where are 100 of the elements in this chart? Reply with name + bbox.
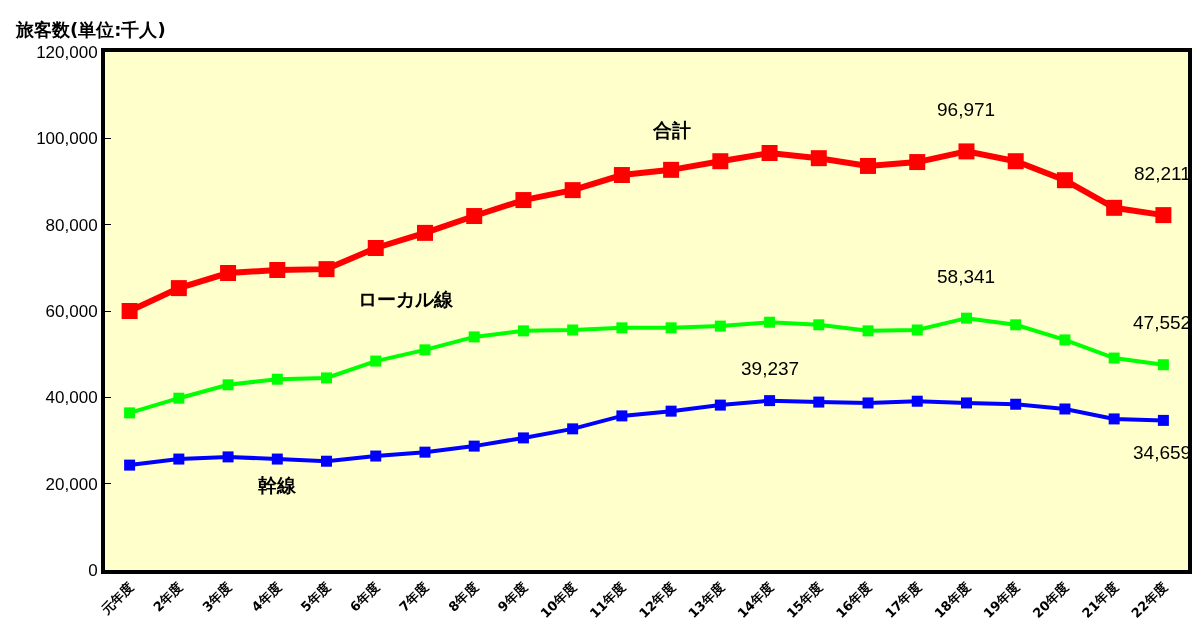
point [714,399,726,411]
x-tick-label: 5年度 [297,579,334,615]
point [370,450,382,462]
y-tick-label: 120,000 [36,42,98,62]
point [764,316,776,328]
point [173,392,185,404]
data-label: 39,237 [741,358,800,379]
x-tick-label: 11年度 [586,579,629,621]
data-label: 96,971 [937,99,996,120]
data-label: 58,341 [937,266,996,287]
x-tick-label: 12年度 [636,579,678,621]
point [121,303,138,319]
point [665,322,677,334]
point [1059,334,1071,346]
series-label: ローカル線 [358,288,454,310]
x-tick-label: 2年度 [150,579,186,615]
point [124,407,136,419]
point [909,154,926,171]
x-tick-label: 8年度 [445,579,481,615]
x-tick-label: 元年度 [97,579,137,619]
x-tick-label: 15年度 [783,579,826,621]
point [1010,319,1022,331]
point [761,145,778,162]
point [170,280,187,297]
point [1155,207,1172,224]
x-tick-label: 4年度 [248,579,285,615]
y-tick-label: 0 [88,560,98,580]
point [810,150,827,167]
x-tick-label: 20年度 [1029,579,1072,621]
point [220,265,237,282]
x-tick-label: 13年度 [685,579,728,621]
point [613,167,630,184]
point [318,261,335,278]
point [1157,414,1169,426]
point [567,423,579,435]
point [1108,352,1120,364]
point [564,182,581,199]
point [370,355,382,367]
point [960,312,972,324]
point [1157,359,1169,371]
series-label: 幹線 [258,474,297,496]
point [416,224,433,241]
point [1007,153,1024,170]
x-tick-label: 14年度 [734,579,777,621]
point [764,395,776,407]
y-tick-label: 80,000 [45,215,98,235]
point [911,324,923,336]
point [860,157,877,174]
x-tick-label: 19年度 [980,579,1023,621]
point [862,397,874,409]
point [517,325,529,337]
data-label: 82,211 [1134,163,1191,184]
point [1059,403,1071,415]
point [271,453,283,465]
point [958,143,975,160]
point [813,396,825,408]
point [419,344,431,356]
point [567,324,579,336]
point [862,325,874,337]
point [960,397,972,409]
y-axis-title: 旅客数(単位:千人) [15,19,166,40]
point [1108,413,1120,425]
point [173,453,185,465]
point [1056,172,1073,189]
point [1010,398,1022,410]
point [663,161,680,178]
x-tick-label: 17年度 [882,579,924,621]
point [466,208,483,225]
x-tick-label: 6年度 [347,579,383,615]
y-tick-label: 20,000 [45,474,98,494]
point [222,379,234,391]
point [616,410,628,422]
point [419,446,431,458]
point [468,440,480,452]
x-tick-label: 16年度 [832,579,875,621]
point [515,192,532,209]
point [1106,199,1123,216]
x-tick-label: 18年度 [931,579,974,621]
x-tick-label: 10年度 [537,579,580,621]
point [269,261,286,278]
point [321,372,333,384]
point [714,320,726,332]
point [367,239,384,256]
point [712,153,729,170]
series-label: 合計 [652,119,691,141]
x-tick-label: 7年度 [396,579,432,615]
point [271,373,283,385]
x-tick-label: 22年度 [1128,579,1171,621]
point [124,459,136,471]
y-tick-label: 40,000 [45,388,98,408]
point [517,432,529,444]
x-tick-label: 9年度 [494,579,531,615]
y-tick-label: 100,000 [36,129,98,149]
point [665,405,677,417]
x-tick-label: 21年度 [1079,579,1121,621]
point [468,331,480,343]
point [813,319,825,331]
point [321,455,333,467]
x-tick-label: 3年度 [199,579,235,615]
data-label: 47,552 [1133,312,1192,333]
